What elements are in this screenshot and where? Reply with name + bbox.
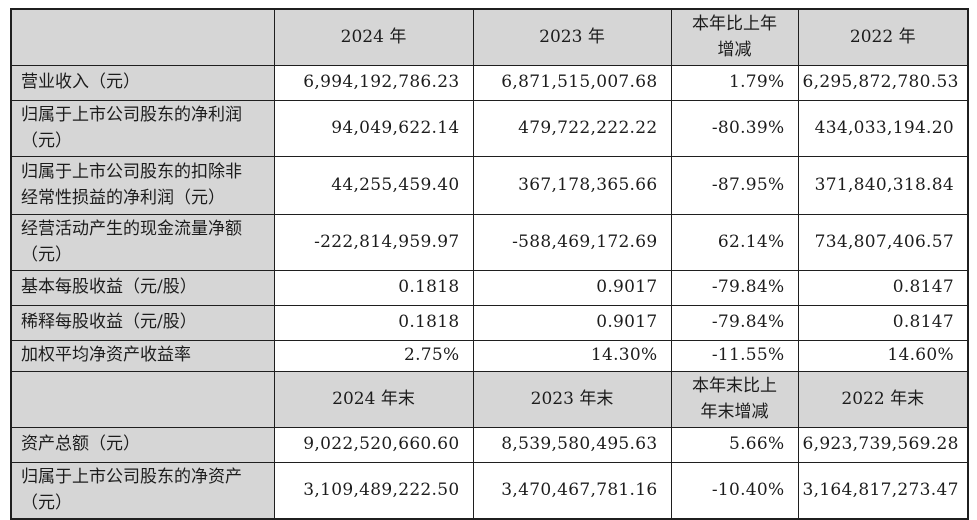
value-2023: 6,871,515,007.68 (472, 65, 672, 101)
value-yoy-change: -79.84% (670, 305, 799, 341)
value-2024: 3,109,489,222.50 (273, 462, 474, 520)
value-yoy-change: -79.84% (670, 270, 799, 306)
blank-header-cell (10, 8, 275, 66)
row-total-assets: 资产总额（元） 9,022,520,660.60 8,539,580,495.6… (10, 427, 969, 463)
value-2024: 44,255,459.40 (273, 156, 474, 215)
row-label: 基本每股收益（元/股） (10, 270, 275, 306)
value-yoy-change: 62.14% (670, 214, 799, 271)
value-2024: 9,022,520,660.60 (273, 427, 474, 463)
row-label: 经营活动产生的现金流量净额（元） (10, 214, 275, 271)
col-header-2024: 2024 年 (273, 8, 474, 66)
row-basic-eps: 基本每股收益（元/股） 0.1818 0.9017 -79.84% 0.8147 (10, 270, 969, 306)
row-label: 稀释每股收益（元/股） (10, 305, 275, 341)
value-2024: 0.1818 (273, 270, 474, 306)
value-2023: 14.30% (472, 340, 672, 372)
value-2022: 0.8147 (797, 270, 969, 306)
value-2023: 8,539,580,495.63 (472, 427, 672, 463)
value-2022: 371,840,318.84 (797, 156, 969, 215)
value-2024: -222,814,959.97 (273, 214, 474, 271)
value-2024: 6,994,192,786.23 (273, 65, 474, 101)
value-2022: 14.60% (797, 340, 969, 372)
value-2023: -588,469,172.69 (472, 214, 672, 271)
value-2022: 3,164,817,273.47 (797, 462, 969, 520)
row-operating-cash-flow: 经营活动产生的现金流量净额（元） -222,814,959.97 -588,46… (10, 214, 969, 271)
col-header-2023: 2023 年 (472, 8, 672, 66)
value-2022: 434,033,194.20 (797, 100, 969, 157)
row-label: 归属于上市公司股东的扣除非经常性损益的净利润（元） (10, 156, 275, 215)
period-end-header-row: 2024 年末 2023 年末 本年末比上年末增减 2022 年末 (10, 371, 969, 428)
row-label: 归属于上市公司股东的净利润（元） (10, 100, 275, 157)
value-2023: 0.9017 (472, 305, 672, 341)
value-2022: 6,923,739,569.28 (797, 427, 969, 463)
value-2024: 0.1818 (273, 305, 474, 341)
col-header-2023-end: 2023 年末 (472, 371, 672, 428)
row-revenue: 营业收入（元） 6,994,192,786.23 6,871,515,007.6… (10, 65, 969, 101)
value-2024: 2.75% (273, 340, 474, 372)
annual-header-row: 2024 年 2023 年 本年比上年增减 2022 年 (10, 8, 969, 66)
row-diluted-eps: 稀释每股收益（元/股） 0.1818 0.9017 -79.84% 0.8147 (10, 305, 969, 341)
yoy-change-header-label: 本年比上年增减 (692, 14, 777, 60)
row-net-profit-excl-non-recurring: 归属于上市公司股东的扣除非经常性损益的净利润（元） 44,255,459.40 … (10, 156, 969, 215)
value-yoy-change: 1.79% (670, 65, 799, 101)
col-header-2024-end: 2024 年末 (273, 371, 474, 428)
row-label: 营业收入（元） (10, 65, 275, 101)
value-2022: 6,295,872,780.53 (797, 65, 969, 101)
value-yoy-change: -10.40% (670, 462, 799, 520)
row-net-profit-attributable: 归属于上市公司股东的净利润（元） 94,049,622.14 479,722,2… (10, 100, 969, 157)
value-yoy-change: -11.55% (670, 340, 799, 372)
value-2023: 3,470,467,781.16 (472, 462, 672, 520)
row-weighted-avg-roe: 加权平均净资产收益率 2.75% 14.30% -11.55% 14.60% (10, 340, 969, 372)
value-2024: 94,049,622.14 (273, 100, 474, 157)
col-header-period-end-change: 本年末比上年末增减 (670, 371, 799, 428)
col-header-2022: 2022 年 (797, 8, 969, 66)
row-net-assets-attributable: 归属于上市公司股东的净资产（元） 3,109,489,222.50 3,470,… (10, 462, 969, 520)
value-2022: 0.8147 (797, 305, 969, 341)
blank-header-cell (10, 371, 275, 428)
value-2023: 479,722,222.22 (472, 100, 672, 157)
value-yoy-change: 5.66% (670, 427, 799, 463)
value-yoy-change: -87.95% (670, 156, 799, 215)
value-2022: 734,807,406.57 (797, 214, 969, 271)
value-2023: 0.9017 (472, 270, 672, 306)
row-label: 归属于上市公司股东的净资产（元） (10, 462, 275, 520)
value-yoy-change: -80.39% (670, 100, 799, 157)
col-header-2022-end: 2022 年末 (797, 371, 969, 428)
period-end-change-header-label: 本年末比上年末增减 (692, 376, 777, 422)
col-header-yoy-change: 本年比上年增减 (670, 8, 799, 66)
value-2023: 367,178,365.66 (472, 156, 672, 215)
row-label: 资产总额（元） (10, 427, 275, 463)
row-label: 加权平均净资产收益率 (10, 340, 275, 372)
financial-highlights-table: 2024 年 2023 年 本年比上年增减 2022 年 营业收入（元） 6,9… (10, 8, 969, 520)
